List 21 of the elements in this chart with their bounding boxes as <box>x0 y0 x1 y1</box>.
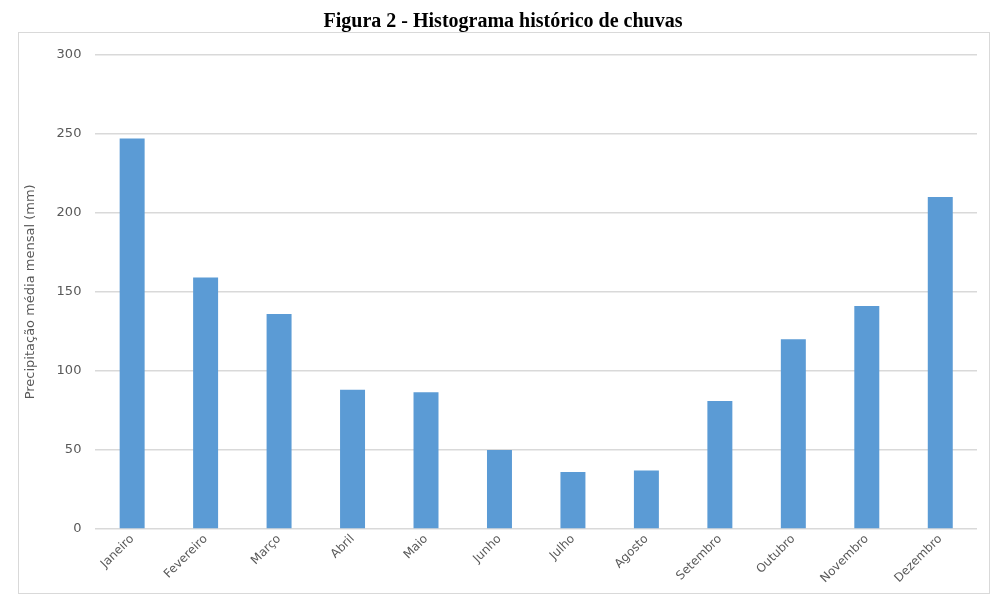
bar <box>340 389 366 529</box>
bar <box>854 306 880 529</box>
y-tick-label: 50 <box>64 441 82 457</box>
y-tick-label: 200 <box>56 204 82 220</box>
bar <box>119 138 145 529</box>
bar <box>193 277 219 529</box>
bar <box>633 470 659 529</box>
y-tick-label: 100 <box>56 362 82 378</box>
bar <box>707 400 733 529</box>
y-tick-label: 0 <box>73 520 82 536</box>
bar <box>266 313 292 529</box>
chart-title: Figura 2 - Histograma histórico de chuvas <box>322 8 684 32</box>
bar <box>413 392 439 529</box>
bar <box>927 197 953 529</box>
y-tick-label: 250 <box>56 125 82 141</box>
bar <box>560 472 586 529</box>
y-tick-label: 300 <box>56 46 82 62</box>
bar <box>780 339 806 529</box>
y-axis-title: Precipitação média mensal (mm) <box>22 184 38 400</box>
bar <box>486 449 512 529</box>
y-tick-label: 150 <box>56 283 82 299</box>
